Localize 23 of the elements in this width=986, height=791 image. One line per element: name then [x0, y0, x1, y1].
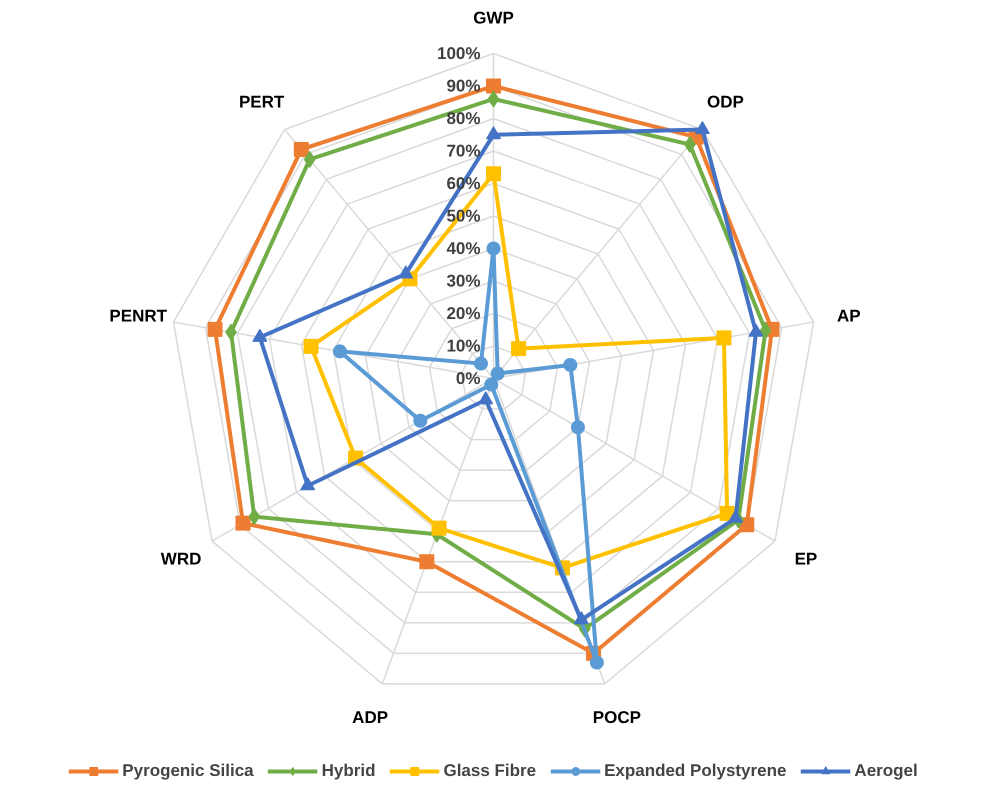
spoke-label: ADP	[352, 708, 388, 727]
legend-label: Pyrogenic Silica	[122, 761, 254, 781]
y-tick-label: 30%	[446, 272, 481, 290]
y-tick-label: 40%	[446, 239, 481, 258]
y-tick-label: 90%	[446, 76, 481, 96]
y-tick-label: 0%	[456, 369, 481, 388]
y-tick-label: 20%	[446, 304, 481, 323]
spoke-label: EP	[794, 549, 818, 568]
spoke-label: PERT	[238, 92, 285, 112]
spoke-label: ODP	[706, 92, 744, 112]
y-tick-label: 10%	[446, 336, 481, 356]
spoke-label: AP	[836, 306, 861, 326]
y-tick-label: 70%	[446, 142, 481, 160]
y-tick-label: 80%	[446, 109, 481, 128]
spoke-label: PENRT	[109, 306, 168, 326]
spoke-label: WRD	[160, 549, 202, 568]
spoke-label: POCP	[592, 708, 641, 727]
spoke-label: GWP	[473, 8, 514, 28]
legend-label: Hybrid	[322, 761, 376, 781]
legend-label: Aerogel	[854, 761, 918, 781]
legend-label: Expanded Polystyrene	[604, 761, 786, 781]
y-tick-label: 100%	[437, 44, 481, 63]
legend-label: Glass Fibre	[443, 761, 536, 781]
